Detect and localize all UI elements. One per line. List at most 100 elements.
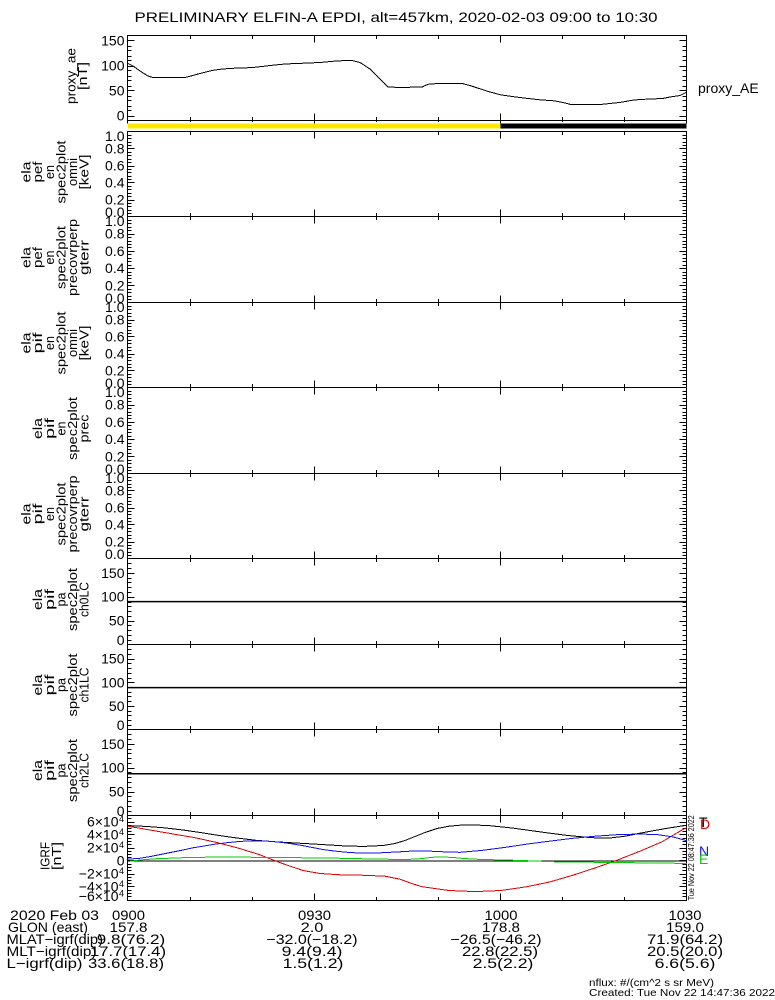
svg-text:N: N [699,843,709,859]
svg-text:pif: pif [42,588,57,610]
svg-text:50: 50 [109,784,125,800]
svg-text:4: 4 [119,827,124,837]
svg-text:precovrperp: precovrperp [65,476,80,553]
svg-text:0.6: 0.6 [105,243,125,259]
svg-text:[nT]: [nT] [75,62,90,90]
svg-text:pef: pef [30,247,45,268]
svg-text:[keV]: [keV] [77,155,92,190]
svg-text:150: 150 [101,565,125,581]
svg-text:0.6: 0.6 [105,500,125,516]
svg-text:150: 150 [101,651,125,667]
svg-text:pa: pa [53,677,68,692]
svg-text:pif: pif [30,332,45,354]
svg-text:0.2: 0.2 [105,448,125,464]
svg-text:1.5(1.2): 1.5(1.2) [283,955,344,971]
svg-text:0.8: 0.8 [105,226,125,242]
svg-text:0930: 0930 [298,907,331,923]
svg-text:4: 4 [119,879,124,889]
svg-text:ch0LC: ch0LC [77,582,92,617]
svg-text:1.0: 1.0 [105,384,125,400]
svg-text:ela: ela [30,759,45,781]
svg-text:spec2plot: spec2plot [65,739,80,802]
svg-text:0.6: 0.6 [105,158,125,174]
svg-text:precovrperp: precovrperp [65,219,80,296]
svg-text:spec2plot: spec2plot [53,226,68,289]
svg-text:6×10: 6×10 [87,814,119,830]
svg-text:spec2plot: spec2plot [65,568,80,631]
svg-text:4: 4 [119,888,124,898]
svg-text:spec2plot: spec2plot [65,653,80,716]
svg-text:20.5(20.0): 20.5(20.0) [647,943,723,959]
svg-text:MLAT−igrf(dip): MLAT−igrf(dip) [7,931,104,947]
svg-text:2.5(2.2): 2.5(2.2) [473,955,534,971]
svg-text:pif: pif [42,674,57,696]
svg-text:omni: omni [65,158,80,186]
svg-text:50: 50 [109,83,125,99]
svg-text:1.0: 1.0 [105,299,125,315]
svg-text:100: 100 [101,760,125,776]
svg-text:0.4: 0.4 [105,175,125,191]
svg-text:50: 50 [109,698,125,714]
svg-text:150: 150 [101,736,125,752]
svg-text:4: 4 [119,840,124,850]
svg-text:spec2plot: spec2plot [53,140,68,203]
svg-text:en: en [42,507,57,521]
svg-text:0.8: 0.8 [105,141,125,157]
svg-text:1.0: 1.0 [105,128,125,144]
svg-text:Tue Nov 22 08:47:36 2022: Tue Nov 22 08:47:36 2022 [687,815,696,900]
svg-text:100: 100 [101,58,125,74]
svg-text:100: 100 [101,589,125,605]
svg-text:−26.5(−46.2): −26.5(−46.2) [450,931,541,947]
svg-text:ela: ela [30,674,45,696]
svg-text:4: 4 [119,814,124,824]
svg-text:pif: pif [42,417,57,439]
svg-text:en: en [53,422,68,436]
svg-text:0.4: 0.4 [105,260,125,276]
svg-text:71.9(64.2): 71.9(64.2) [647,931,723,947]
svg-text:omni: omni [65,329,80,357]
svg-text:22.8(22.5): 22.8(22.5) [462,943,538,959]
svg-text:ela: ela [19,161,34,183]
svg-text:en: en [42,165,57,179]
svg-text:spec2plot: spec2plot [53,311,68,374]
svg-text:9.8(76.2): 9.8(76.2) [97,931,165,947]
svg-text:1.0: 1.0 [105,213,125,229]
svg-text:ela: ela [19,246,34,268]
svg-text:159.0: 159.0 [666,919,704,935]
svg-text:178.8: 178.8 [482,919,520,935]
svg-text:ela: ela [30,417,45,439]
svg-text:ela: ela [19,503,34,525]
svg-text:0.0: 0.0 [105,290,125,306]
svg-text:0.4: 0.4 [105,431,125,447]
svg-text:ch2LC: ch2LC [77,753,92,788]
svg-text:prec: prec [77,414,92,443]
svg-text:0.6: 0.6 [105,329,125,345]
svg-text:D: D [700,816,710,832]
svg-text:−4×10: −4×10 [79,879,119,895]
svg-text:Created: Tue Nov 22 14:47:36 2: Created: Tue Nov 22 14:47:36 2022 [589,987,775,999]
svg-text:50: 50 [109,613,125,629]
svg-text:0: 0 [117,717,125,733]
svg-text:gterr: gterr [77,496,92,532]
svg-text:0: 0 [117,853,125,869]
svg-text:0.8: 0.8 [105,312,125,328]
svg-text:T: T [699,814,708,830]
svg-text:L−igrf(dip): L−igrf(dip) [7,955,83,971]
svg-text:spec2plot: spec2plot [53,482,68,545]
svg-text:0.2: 0.2 [105,277,125,293]
svg-text:pif: pif [30,503,45,525]
svg-text:33.6(18.8): 33.6(18.8) [88,955,164,971]
svg-text:ela: ela [30,588,45,610]
svg-text:[nT]: [nT] [49,842,64,870]
svg-text:2×10: 2×10 [87,840,119,856]
svg-text:proxy_AE: proxy_AE [698,80,759,96]
svg-text:1000: 1000 [485,907,518,923]
svg-text:17.7(17.4): 17.7(17.4) [90,943,166,959]
svg-text:pif: pif [42,759,57,781]
svg-text:0.8: 0.8 [105,397,125,413]
svg-text:100: 100 [101,674,125,690]
svg-text:1030: 1030 [669,907,702,923]
svg-text:0: 0 [117,108,125,124]
svg-text:pa: pa [53,763,68,778]
svg-text:0: 0 [117,803,125,819]
